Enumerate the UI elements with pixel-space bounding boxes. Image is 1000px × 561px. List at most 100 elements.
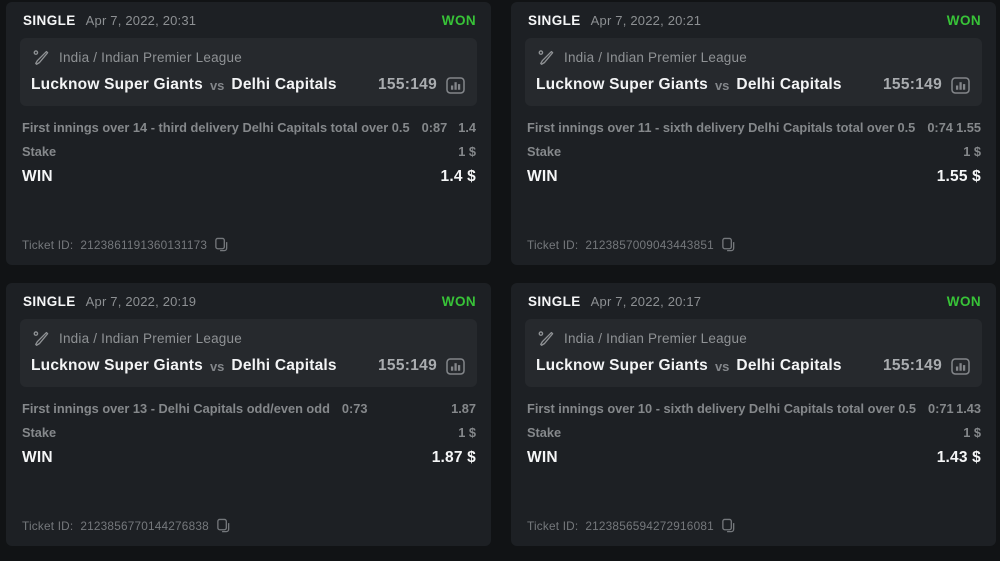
bet-ticket-card: SINGLE Apr 7, 2022, 20:17 WON India / In… — [511, 283, 996, 546]
win-value: 1.87 $ — [431, 449, 476, 466]
home-team-name: Lucknow Super Giants — [31, 357, 203, 374]
win-row: WIN 1.55 $ — [525, 168, 982, 186]
cricket-bat-and-ball-icon — [536, 329, 555, 348]
stake-value: 1 $ — [458, 144, 476, 159]
ticket-id-value: 2123856770144276838 — [80, 518, 209, 533]
bet-moment-score: 0:73 — [341, 401, 368, 416]
match-score: 155:149 — [883, 357, 942, 374]
bet-ticket-card: SINGLE Apr 7, 2022, 20:19 WON India / In… — [6, 283, 491, 546]
stake-label: Stake — [527, 144, 562, 159]
copy-icon[interactable] — [214, 237, 229, 252]
score-wrap: 155:149 — [883, 357, 970, 375]
ticket-header: SINGLE Apr 7, 2022, 20:21 WON — [525, 11, 982, 28]
home-team-name: Lucknow Super Giants — [536, 357, 708, 374]
bet-description: First innings over 10 - sixth delivery D… — [527, 401, 917, 416]
ticket-id-value: 2123861191360131173 — [80, 237, 208, 252]
bet-description: First innings over 13 - Delhi Capitals o… — [22, 401, 330, 416]
league-breadcrumb: India / Indian Premier League — [59, 331, 242, 346]
bet-ticket-card: SINGLE Apr 7, 2022, 20:21 WON India / In… — [511, 2, 996, 265]
stake-row: Stake 1 $ — [525, 144, 982, 159]
ticket-id-row: Ticket ID: 2123861191360131173 — [20, 237, 477, 252]
bet-type-label: SINGLE — [528, 294, 581, 309]
league-row: India / Indian Premier League — [534, 329, 970, 348]
vs-label: vs — [714, 77, 730, 93]
cricket-bat-and-ball-icon — [31, 48, 50, 67]
bet-selection-row: First innings over 11 - sixth delivery D… — [525, 120, 982, 135]
away-team-name: Delhi Capitals — [736, 357, 842, 374]
win-label: WIN — [22, 449, 53, 466]
match-score: 155:149 — [378, 76, 437, 93]
ticket-id-value: 2123857009043443851 — [585, 237, 714, 252]
bar-chart-stats-icon[interactable] — [951, 76, 970, 94]
cricket-bat-and-ball-icon — [31, 329, 50, 348]
stake-value: 1 $ — [963, 425, 981, 440]
stake-label: Stake — [527, 425, 562, 440]
win-label: WIN — [527, 168, 558, 185]
league-row: India / Indian Premier League — [29, 329, 465, 348]
bet-type-label: SINGLE — [23, 294, 76, 309]
bet-description: First innings over 14 - third delivery D… — [22, 120, 410, 135]
ticket-id-prefix: Ticket ID: — [527, 518, 579, 533]
stake-label: Stake — [22, 144, 57, 159]
win-row: WIN 1.4 $ — [20, 168, 477, 186]
status-badge-won: WON — [946, 294, 981, 309]
bar-chart-stats-icon[interactable] — [951, 357, 970, 375]
away-team-name: Delhi Capitals — [736, 76, 842, 93]
win-value: 1.55 $ — [936, 168, 981, 185]
bet-selection-row: First innings over 13 - Delhi Capitals o… — [20, 401, 477, 416]
match-info-block: India / Indian Premier League Lucknow Su… — [525, 38, 982, 106]
match-score: 155:149 — [378, 357, 437, 374]
win-value: 1.4 $ — [440, 168, 476, 185]
bet-odds: 1.43 — [956, 401, 981, 416]
score-wrap: 155:149 — [378, 76, 465, 94]
ticket-id-row: Ticket ID: 2123856594272916081 — [525, 518, 982, 533]
ticket-id-prefix: Ticket ID: — [22, 518, 74, 533]
stake-value: 1 $ — [963, 144, 981, 159]
stake-value: 1 $ — [458, 425, 476, 440]
stake-row: Stake 1 $ — [525, 425, 982, 440]
ticket-header: SINGLE Apr 7, 2022, 20:17 WON — [525, 292, 982, 309]
league-breadcrumb: India / Indian Premier League — [59, 50, 242, 65]
copy-icon[interactable] — [721, 237, 736, 252]
match-info-block: India / Indian Premier League Lucknow Su… — [20, 38, 477, 106]
teams-row: Lucknow Super Giants vs Delhi Capitals 1… — [534, 76, 970, 94]
teams-row: Lucknow Super Giants vs Delhi Capitals 1… — [29, 76, 465, 94]
bet-ticket-card: SINGLE Apr 7, 2022, 20:31 WON India / In… — [6, 2, 491, 265]
league-row: India / Indian Premier League — [29, 48, 465, 67]
bet-description: First innings over 11 - sixth delivery D… — [527, 120, 916, 135]
bet-odds: 1.87 — [451, 401, 476, 416]
match-info-block: India / Indian Premier League Lucknow Su… — [525, 319, 982, 387]
ticket-header: SINGLE Apr 7, 2022, 20:31 WON — [20, 11, 477, 28]
bet-odds: 1.4 — [458, 120, 476, 135]
status-badge-won: WON — [441, 294, 476, 309]
cricket-bat-and-ball-icon — [536, 48, 555, 67]
bet-history-grid: SINGLE Apr 7, 2022, 20:31 WON India / In… — [6, 2, 996, 546]
league-breadcrumb: India / Indian Premier League — [564, 331, 747, 346]
stake-label: Stake — [22, 425, 57, 440]
bet-odds: 1.55 — [956, 120, 981, 135]
copy-icon[interactable] — [721, 518, 736, 533]
away-team-name: Delhi Capitals — [231, 357, 337, 374]
win-row: WIN 1.87 $ — [20, 449, 477, 467]
league-row: India / Indian Premier League — [534, 48, 970, 67]
score-wrap: 155:149 — [883, 76, 970, 94]
bet-selection-row: First innings over 10 - sixth delivery D… — [525, 401, 982, 416]
league-breadcrumb: India / Indian Premier League — [564, 50, 747, 65]
bet-datetime: Apr 7, 2022, 20:21 — [590, 13, 702, 28]
bet-selection-row: First innings over 14 - third delivery D… — [20, 120, 477, 135]
teams-row: Lucknow Super Giants vs Delhi Capitals 1… — [29, 357, 465, 375]
win-label: WIN — [22, 168, 53, 185]
match-info-block: India / Indian Premier League Lucknow Su… — [20, 319, 477, 387]
home-team-name: Lucknow Super Giants — [536, 76, 708, 93]
stake-row: Stake 1 $ — [20, 144, 477, 159]
bet-type-label: SINGLE — [528, 13, 581, 28]
copy-icon[interactable] — [216, 518, 231, 533]
bar-chart-stats-icon[interactable] — [446, 357, 465, 375]
ticket-id-value: 2123856594272916081 — [585, 518, 714, 533]
ticket-id-prefix: Ticket ID: — [22, 237, 74, 252]
score-wrap: 155:149 — [378, 357, 465, 375]
bet-moment-score: 0:71 — [928, 401, 954, 416]
vs-label: vs — [209, 358, 225, 374]
bar-chart-stats-icon[interactable] — [446, 76, 465, 94]
win-label: WIN — [527, 449, 558, 466]
